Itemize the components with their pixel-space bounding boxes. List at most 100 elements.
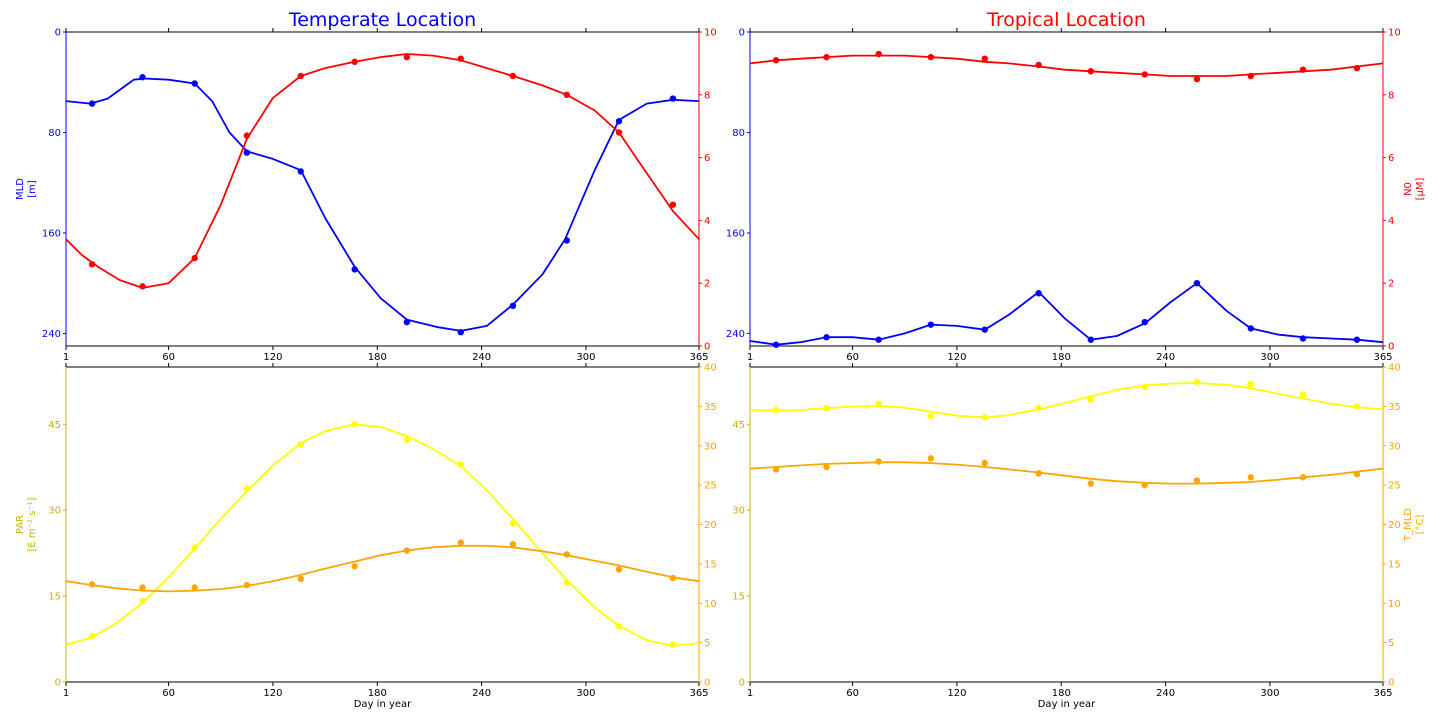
temperate-top-xtick-label: 60 [162,352,175,363]
temperate-bottom-ytick-right-label: 30 [704,441,717,452]
tropical-top-ytick-left-label: 0 [739,28,745,39]
temperate-top-series-1-point [457,55,464,62]
tropical-bottom-xtick-label: 180 [1052,688,1071,699]
temperate-top-series-1-point [669,201,677,208]
temperate-top-ytick-left-label: 80 [48,128,61,139]
tropical-top-ytick-right-label: 2 [1388,279,1394,290]
tropical-bottom-ytick-right-label: 15 [1388,559,1401,570]
tropical-bottom-series-0-point [875,400,882,407]
temperate-top-xtick-label: 1 [63,352,69,363]
tropical-bottom-ylabel-right-line1: [°C] [1415,515,1426,535]
tropical-bottom-series-1-point [1035,470,1042,477]
temperate-top-xtick-label: 300 [576,352,595,363]
tropical-bottom-series-1-point [927,455,935,462]
temperate-top-series-0-point [191,80,198,87]
tropical-bottom-ytick-right-label: 10 [1388,599,1401,610]
tropical-bottom-series-1-line [749,461,1384,485]
temperate-bottom-series-0-point [88,632,96,640]
temperate-top-series-0-line [65,77,700,332]
tropical-top-series-0-line [749,282,1384,346]
temperate-bottom-series-1-point [403,547,411,554]
temperate-bottom-series-1-point [191,584,198,591]
temperate-bottom-series-1-point [669,574,677,582]
temperate-top-ylabel-left-line1: [m] [27,180,38,198]
tropical-top-xtick-label: 180 [1052,352,1071,363]
tropical-top-series-1-point [981,55,988,62]
temperate-bottom-series-1-point [88,581,96,588]
temperate-bottom-xlabel: Day in year [354,699,412,710]
tropical-bottom-series-0-point [1193,378,1201,386]
temperate-top-ylabel-left-line0: MLD [15,178,26,200]
tropical-top-xtick-label: 60 [846,352,859,363]
tropical-top-series-0-point [1247,325,1255,332]
tropical-top-ytick-right-label: 0 [1388,342,1394,353]
tropical-bottom-series-0-point [1247,380,1255,388]
temperate-bottom-ytick-right-label: 15 [704,559,717,570]
temperate-bottom-xtick-label: 120 [263,688,282,699]
tropical-bottom-series-0-point [1353,403,1361,410]
tropical-top-ytick-left-label: 160 [726,228,745,239]
temperate-top-series-1-point [351,58,358,66]
tropical-bottom-series-0-point [823,405,830,412]
tropical-top-series-1-point [1299,66,1307,73]
tropical-top-ytick-right-label: 4 [1388,216,1394,227]
tropical-bottom-series-1-point [772,466,780,473]
temperate-bottom-series-0-line [65,423,700,647]
tropical-top-series-1-point [772,57,780,64]
tropical-bottom-series-0-point [981,414,988,421]
temperate-top-series-0-point [615,117,623,125]
temperate-bottom-series-1-point [615,566,623,573]
temperate-bottom-ytick-left-label: 15 [48,592,61,603]
temperate-bottom-ytick-right-label: 0 [704,678,710,689]
tropical-bottom-xtick-label: 120 [947,688,966,699]
tropical-bottom-xtick-label: 300 [1260,688,1279,699]
tropical-bottom-series-1-point [1193,477,1201,484]
temperate-top-series-0-point [88,100,96,107]
tropical-bottom-series-1-point [1353,470,1361,478]
tropical-bottom-series-0-line [749,382,1384,419]
temperate-top-series-1-point [139,283,146,290]
tropical-bottom-xlabel: Day in year [1038,699,1096,710]
temperate-top-series-0-point [457,328,464,336]
tropical-top-series-1-point [1141,71,1148,78]
temperate-bottom-series-0-point [563,579,571,587]
temperate-bottom-xtick-label: 365 [689,688,708,699]
temperate-bottom-series-1-point [457,539,464,546]
temperate-top-ytick-right-label: 8 [704,90,710,101]
tropical-top-ylabel-right-line0: N0 [1403,182,1414,196]
temperate-bottom-ylabel-left-line0: PAR [15,515,26,534]
tropical-bottom-series-0-point [1299,391,1307,398]
tropical-bottom-ytick-right-label: 0 [1388,678,1394,689]
tropical-bottom-ytick-left-label: 0 [739,678,745,689]
temperate-top-ytick-left-label: 160 [42,228,61,239]
temperate-bottom-series-0-point [243,485,251,492]
temperate-top-series-1-point [191,254,198,262]
tropical-bottom-ytick-right-label: 20 [1388,520,1401,531]
tropical-top-xtick-label: 365 [1373,352,1392,363]
temperate-top-series-0-point [139,74,146,81]
tropical-bottom-series-1-point [1299,474,1307,481]
temperate-top-series-0-point [509,302,517,310]
tropical-bottom-series-0-point [772,406,780,414]
tropical-top-series-0-point [772,341,780,348]
tropical-bottom-series-0-point [927,413,935,420]
tropical-bottom-ytick-left-label: 45 [732,420,745,431]
temperate-top-xtick-label: 120 [263,352,282,363]
tropical-top-series-1-point [875,50,882,58]
temperate-top-series-1-point [615,129,623,136]
tropical-bottom-ytick-right-label: 5 [1388,638,1394,649]
temperate-top-ytick-right-label: 4 [704,216,710,227]
temperate-bottom-series-0-point [297,441,304,448]
temperate-bottom-xtick-label: 180 [368,688,387,699]
temperate-top-series-0-point [669,95,677,102]
temperate-top-xtick-label: 365 [689,352,708,363]
temperate-top-xtick-label: 240 [472,352,491,363]
temperate-bottom-ytick-right-label: 40 [704,363,717,374]
tropical-top-series-0-point [1141,318,1148,326]
temperate-top-series-0-point [243,149,251,156]
temperate-bottom-series-0-point [509,520,517,527]
tropical-top-series-1-point [1247,72,1255,80]
temperate-bottom-ytick-right-label: 35 [704,402,717,413]
temperate-top-series-1-point [403,53,411,61]
